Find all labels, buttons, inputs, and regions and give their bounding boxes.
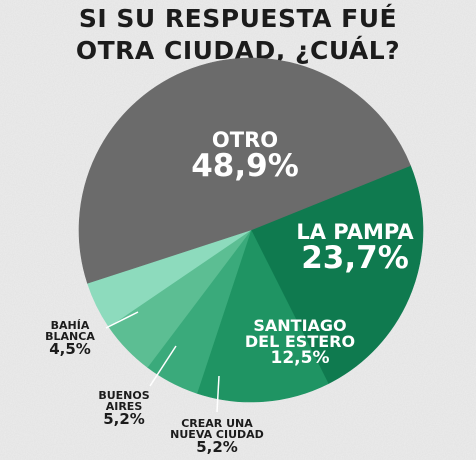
slice-value-otro: 48,9% [191, 148, 299, 184]
pie-slice-santiago [196, 229, 329, 403]
slice-name-buenos-aires-0: BUENOS [98, 389, 150, 402]
leader-line-bahia-blanca [105, 311, 139, 329]
slice-label-santiago: SANTIAGO DEL ESTERO 12,5% [235, 318, 365, 367]
slice-name-bahia-blanca-0: BAHÍA [50, 319, 90, 332]
slice-name-la-pampa-0: LA PAMPA [296, 220, 414, 244]
slice-name-santiago-1: DEL ESTERO [244, 332, 356, 351]
slice-name-crear-1: NUEVA CIUDAD [170, 428, 264, 441]
slice-label-bahia-blanca: BAHÍA BLANCA 4,5% [35, 320, 105, 357]
slice-value-crear: 5,2% [196, 438, 238, 456]
slice-name-buenos-aires-1: AIRES [105, 400, 143, 413]
chart-title-line-1: SI SU RESPUESTA FUÉ [78, 4, 398, 33]
slice-value-santiago: 12,5% [270, 348, 330, 368]
slice-value-la-pampa: 23,7% [301, 240, 409, 276]
slice-name-bahia-blanca-1: BLANCA [45, 330, 95, 343]
leader-line-crear [216, 375, 220, 413]
slice-label-otro: OTRO 48,9% [160, 130, 330, 182]
slice-name-crear-0: CREAR UNA [181, 417, 253, 430]
slice-label-buenos-aires: BUENOS AIRES 5,2% [89, 390, 159, 427]
slice-label-la-pampa: LA PAMPA 23,7% [275, 222, 435, 274]
pie-slice-la-pampa [250, 165, 424, 385]
slice-value-buenos-aires: 5,2% [103, 410, 145, 428]
slice-name-santiago-0: SANTIAGO [253, 316, 347, 335]
leader-lines [105, 311, 220, 413]
slice-name-otro-0: OTRO [211, 128, 279, 152]
pie-slice-otro [78, 57, 411, 284]
leader-line-buenos-aires [149, 345, 177, 387]
slice-label-crear: CREAR UNA NUEVA CIUDAD 5,2% [167, 418, 267, 455]
pie-slices [78, 57, 424, 403]
slice-value-bahia-blanca: 4,5% [49, 340, 91, 358]
